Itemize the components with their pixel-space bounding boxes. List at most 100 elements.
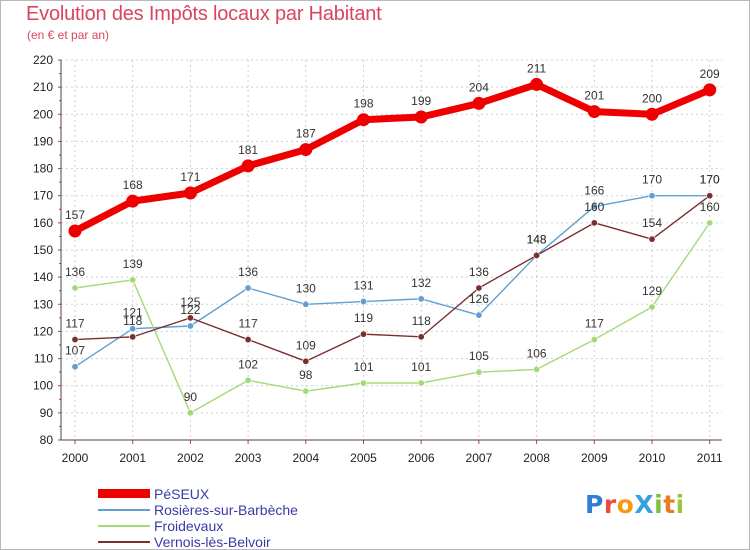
legend-label: Froidevaux [154, 518, 224, 534]
x-tick-label: 2004 [292, 451, 319, 465]
data-point-rosieres-sur-barbeche [186, 322, 194, 330]
data-point-rosieres-sur-barbeche [359, 298, 367, 306]
data-point-peseux [703, 83, 717, 97]
data-point-froidevaux [475, 368, 483, 376]
data-label: 170 [700, 173, 720, 187]
data-label: 117 [585, 317, 604, 331]
data-label: 107 [65, 344, 85, 358]
data-label: 90 [184, 390, 198, 404]
data-point-peseux [587, 105, 601, 119]
legend-item: PéSEUX [98, 486, 358, 502]
data-label: 199 [411, 94, 431, 108]
legend-label: Vernois-lès-Belvoir [154, 534, 271, 550]
data-label: 118 [123, 314, 142, 328]
data-point-froidevaux [590, 336, 598, 344]
data-label: 101 [353, 360, 373, 374]
data-point-peseux [645, 107, 659, 121]
data-label: 136 [65, 265, 85, 279]
proxiti-logo: ProXiti [585, 490, 685, 519]
data-point-rosieres-sur-barbeche [648, 192, 656, 200]
data-label: 154 [642, 216, 662, 230]
legend-swatch [98, 541, 150, 543]
data-point-vernois-les-belvoir [648, 235, 656, 243]
x-tick-label: 2000 [62, 451, 89, 465]
data-label: 170 [642, 173, 662, 187]
data-label: 98 [299, 368, 313, 382]
series-line-peseux [71, 80, 714, 235]
data-point-rosieres-sur-barbeche [71, 363, 79, 371]
data-label: 118 [412, 314, 431, 328]
data-point-vernois-les-belvoir [417, 333, 425, 341]
data-point-rosieres-sur-barbeche [244, 284, 252, 292]
data-label: 139 [123, 257, 143, 271]
legend-item: Vernois-lès-Belvoir [98, 534, 358, 550]
data-label: 148 [527, 232, 547, 246]
data-point-peseux [241, 159, 255, 173]
data-label: 121 [123, 306, 143, 320]
x-tick-label: 2005 [350, 451, 377, 465]
logo-letter: r [603, 490, 617, 519]
data-point-peseux [183, 186, 197, 200]
data-label: 148 [527, 232, 547, 246]
data-point-vernois-les-belvoir [475, 284, 483, 292]
y-tick-label: 100 [33, 379, 53, 393]
y-tick-label: 130 [33, 297, 53, 311]
y-tick-label: 170 [33, 189, 53, 203]
data-label: 204 [469, 80, 489, 94]
x-tick-label: 2006 [408, 451, 435, 465]
data-label: 200 [642, 91, 662, 105]
data-point-froidevaux [417, 379, 425, 387]
chart-subtitle: (en € et par an) [27, 28, 110, 42]
data-label: 117 [239, 317, 258, 331]
data-point-vernois-les-belvoir [71, 336, 79, 344]
data-label: 130 [296, 281, 316, 295]
series-line-vernois-les-belvoir [74, 195, 711, 362]
data-label: 109 [296, 338, 316, 352]
y-tick-label: 200 [33, 107, 53, 121]
logo-letter: i [675, 490, 685, 519]
data-point-froidevaux [244, 376, 252, 384]
data-point-peseux [530, 77, 544, 91]
legend-label: PéSEUX [154, 486, 210, 502]
data-label: 171 [180, 170, 200, 184]
data-label: 119 [354, 311, 373, 325]
legend-label: Rosières-sur-Barbèche [154, 502, 298, 518]
data-point-rosieres-sur-barbeche [302, 300, 310, 308]
x-tick-label: 2011 [697, 451, 723, 465]
y-tick-label: 120 [33, 324, 53, 338]
data-point-froidevaux [533, 365, 541, 373]
y-tick-label: 160 [33, 216, 53, 230]
y-tick-label: 140 [33, 270, 53, 284]
data-label: 160 [700, 200, 720, 214]
data-label: 160 [584, 200, 604, 214]
data-point-vernois-les-belvoir [533, 251, 541, 259]
y-tick-label: 80 [40, 433, 54, 447]
data-label: 129 [642, 284, 662, 298]
y-tick-label: 220 [33, 53, 53, 67]
data-point-peseux [126, 194, 140, 208]
data-point-vernois-les-belvoir [244, 336, 252, 344]
data-label: 106 [527, 346, 547, 360]
data-label: 102 [238, 357, 258, 371]
y-tick-label: 210 [33, 80, 53, 94]
legend-swatch [98, 525, 150, 527]
data-label: 209 [700, 67, 720, 81]
data-label: 211 [527, 61, 546, 75]
legend-item: Rosières-sur-Barbèche [98, 502, 358, 518]
data-label: 201 [584, 89, 604, 103]
data-point-froidevaux [71, 284, 79, 292]
data-point-vernois-les-belvoir [129, 333, 137, 341]
legend-swatch [98, 489, 150, 498]
x-tick-label: 2010 [639, 451, 666, 465]
logo-letter: X [634, 490, 655, 519]
data-point-froidevaux [129, 276, 137, 284]
data-label: 105 [469, 349, 489, 363]
data-label: 136 [238, 265, 258, 279]
y-tick-label: 190 [33, 134, 53, 148]
data-point-vernois-les-belvoir [359, 330, 367, 338]
data-point-froidevaux [359, 379, 367, 387]
x-tick-label: 2002 [177, 451, 204, 465]
data-point-vernois-les-belvoir [706, 192, 714, 200]
data-label: 187 [296, 127, 316, 141]
